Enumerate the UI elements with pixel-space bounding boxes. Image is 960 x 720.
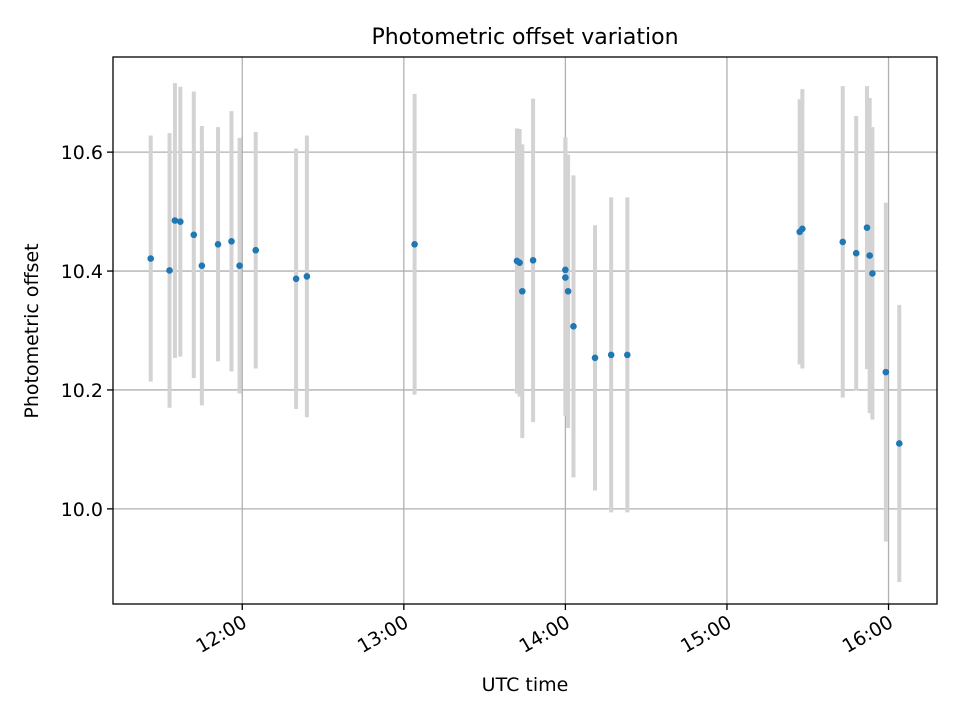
y-tick-label: 10.2 xyxy=(61,380,103,402)
chart-title: Photometric offset variation xyxy=(371,25,678,50)
data-point xyxy=(519,287,526,295)
data-point xyxy=(516,259,523,267)
data-point xyxy=(562,274,569,281)
x-tick-label: 13:00 xyxy=(354,611,412,657)
data-point xyxy=(607,351,615,359)
data-points xyxy=(147,217,903,447)
data-point xyxy=(866,252,873,259)
x-axis-label: UTC time xyxy=(482,674,569,696)
data-point xyxy=(562,266,569,274)
data-point xyxy=(177,218,184,225)
data-point xyxy=(411,240,418,248)
data-point xyxy=(529,257,537,264)
data-point xyxy=(303,273,311,280)
x-tick-label: 15:00 xyxy=(677,611,735,657)
data-point xyxy=(147,255,154,262)
data-point xyxy=(214,240,222,248)
data-point xyxy=(799,225,806,233)
y-ticks: 10.0 10.2 10.4 10.6 xyxy=(61,142,113,521)
data-point xyxy=(198,262,206,269)
data-point xyxy=(292,275,300,283)
y-axis-label: Photometric offset xyxy=(21,243,43,418)
data-point xyxy=(896,440,903,447)
data-point xyxy=(863,224,871,231)
data-point xyxy=(570,323,577,330)
data-point xyxy=(166,267,173,274)
data-point xyxy=(624,351,631,359)
data-point xyxy=(171,217,179,224)
error-bars xyxy=(148,83,902,583)
data-point xyxy=(591,354,599,362)
plot-frame xyxy=(112,56,938,605)
data-point xyxy=(252,246,260,254)
data-point xyxy=(190,231,198,239)
y-tick-label: 10.0 xyxy=(61,499,103,521)
y-tick-label: 10.4 xyxy=(61,261,103,283)
data-point xyxy=(839,238,847,246)
data-point xyxy=(564,287,572,295)
y-tick-label: 10.6 xyxy=(61,142,103,164)
data-point xyxy=(869,270,876,277)
data-point xyxy=(852,249,860,257)
grid-lines xyxy=(113,57,937,604)
x-tick-label: 16:00 xyxy=(839,611,897,657)
data-point xyxy=(236,262,243,269)
data-point xyxy=(228,238,235,245)
data-point xyxy=(882,368,890,376)
x-tick-label: 14:00 xyxy=(515,611,573,657)
x-tick-label: 12:00 xyxy=(192,611,250,657)
x-ticks: 12:00 13:00 14:00 15:00 16:00 xyxy=(192,604,897,658)
